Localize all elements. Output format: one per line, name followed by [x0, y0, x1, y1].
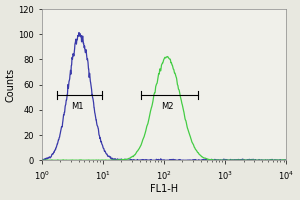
Text: M1: M1	[71, 102, 83, 111]
X-axis label: FL1-H: FL1-H	[150, 184, 178, 194]
Text: M2: M2	[161, 102, 173, 111]
Y-axis label: Counts: Counts	[6, 68, 16, 102]
